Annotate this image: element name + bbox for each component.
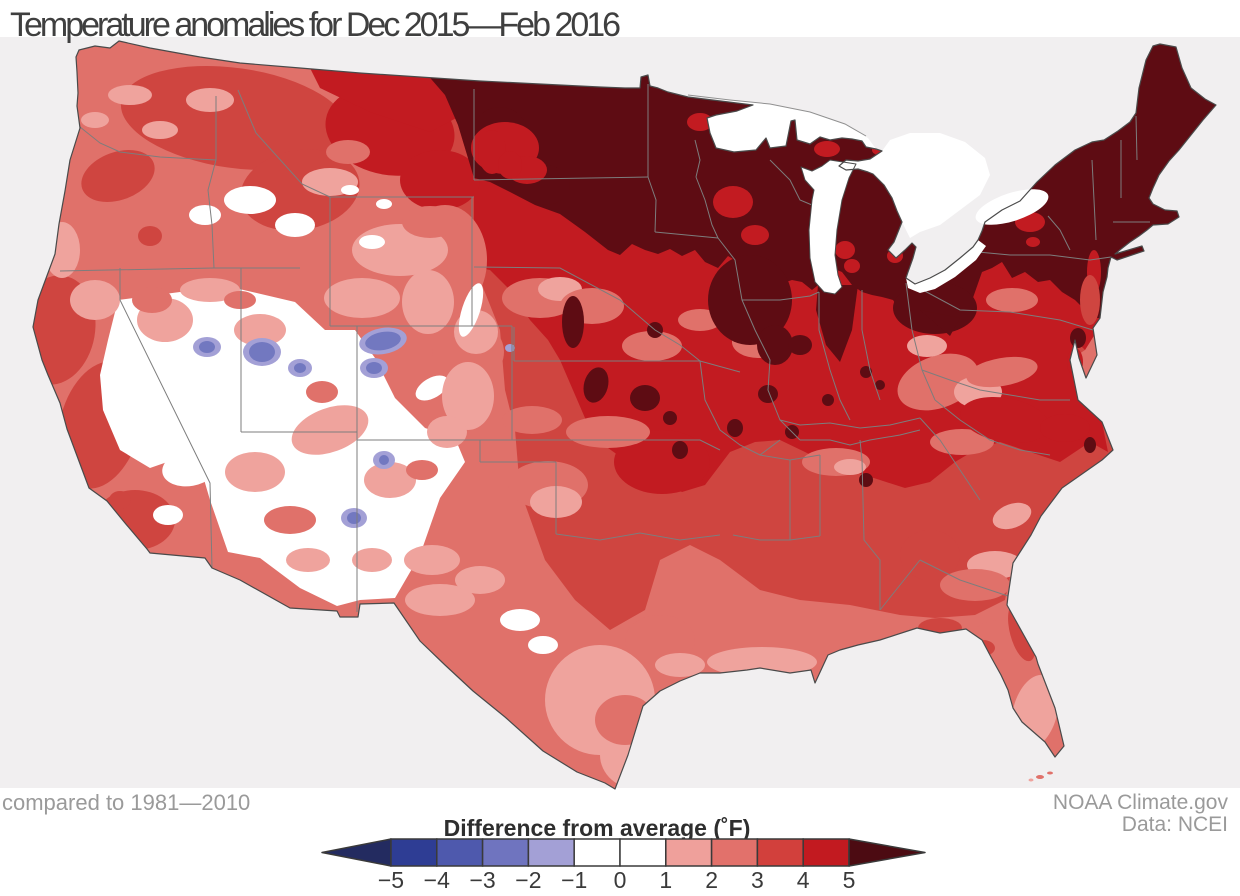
svg-text:−5: −5 (378, 867, 404, 893)
svg-text:NOAA Climate.gov: NOAA Climate.gov (1053, 791, 1229, 814)
svg-text:compared to 1981—2010: compared to 1981—2010 (2, 790, 250, 815)
svg-text:−4: −4 (424, 867, 450, 893)
svg-text:4: 4 (797, 867, 810, 893)
svg-text:Difference from average (˚F): Difference from average (˚F) (444, 815, 751, 841)
svg-text:2: 2 (705, 867, 718, 893)
svg-text:Data: NCEI: Data: NCEI (1122, 813, 1228, 836)
svg-text:1: 1 (659, 867, 672, 893)
svg-text:Temperature anomalies for Dec: Temperature anomalies for Dec 2015—Feb 2… (10, 6, 620, 44)
svg-text:−1: −1 (561, 867, 587, 893)
svg-text:0: 0 (614, 867, 627, 893)
svg-text:3: 3 (751, 867, 764, 893)
svg-text:−3: −3 (469, 867, 495, 893)
svg-text:−2: −2 (515, 867, 541, 893)
svg-text:5: 5 (843, 867, 856, 893)
